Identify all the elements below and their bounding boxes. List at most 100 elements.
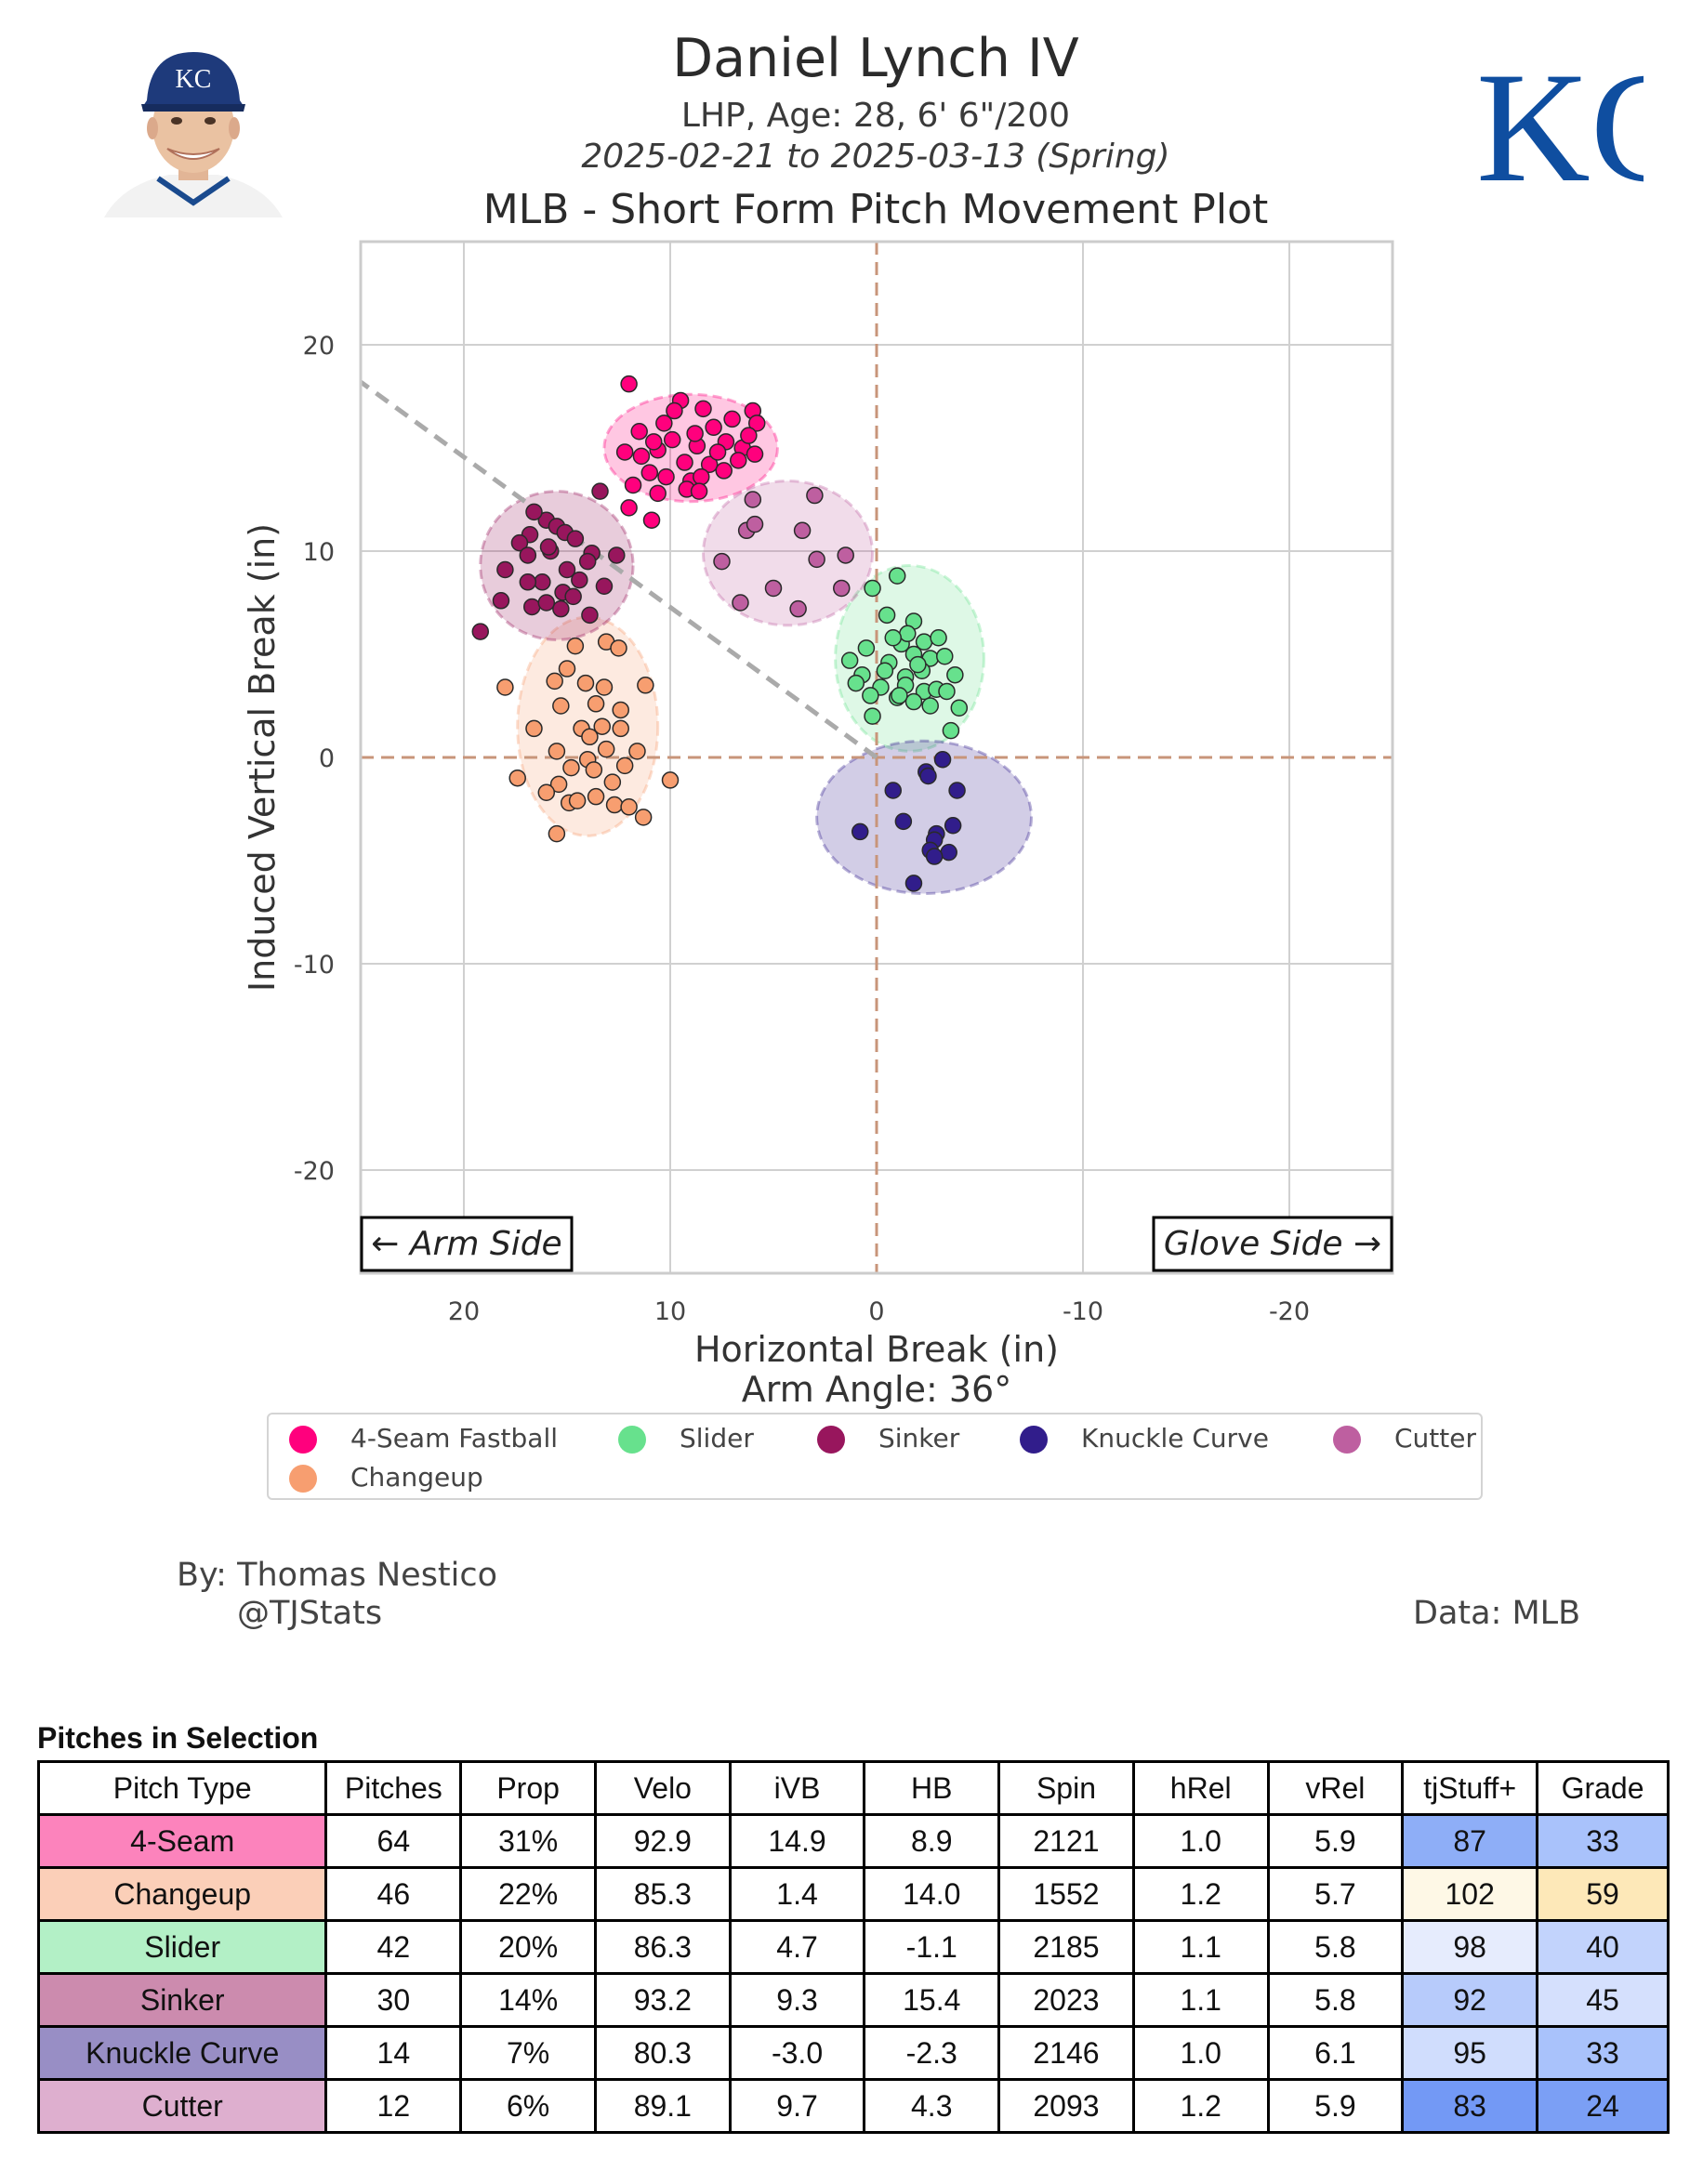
legend-label: Sinker xyxy=(878,1423,960,1454)
x-tick-label: -10 xyxy=(1063,1297,1103,1326)
table-cell: 1.0 xyxy=(1131,1813,1270,1869)
glove-side-box xyxy=(1152,1216,1393,1272)
table-body: 4-Seam 64 31% 92.9 14.9 8.9 2121 1.0 5.9 87 33 Chan… xyxy=(36,1813,1670,2134)
point-changeup xyxy=(568,792,587,809)
point-sinker xyxy=(608,546,626,564)
table-cell: 5.8 xyxy=(1266,1972,1405,2028)
player-headshot: KC xyxy=(104,52,283,217)
legend-item-cutter: Cutter xyxy=(1333,1422,1476,1455)
pitch-points xyxy=(471,375,969,892)
point-4-seam-fastball xyxy=(747,414,766,432)
point-sinker xyxy=(558,560,576,579)
legend-item-sinker: Sinker xyxy=(817,1422,959,1455)
table-cell: 1.2 xyxy=(1131,1866,1270,1922)
point-changeup xyxy=(537,783,556,801)
point-changeup xyxy=(605,796,624,814)
point-knuckle-curve xyxy=(925,848,944,865)
table-cell: 86.3 xyxy=(593,1919,732,1975)
point-changeup xyxy=(661,771,680,789)
point-slider xyxy=(904,692,923,711)
point-4-seam-fastball xyxy=(723,410,741,428)
point-slider xyxy=(891,687,908,704)
table-cell: 1.4 xyxy=(728,1866,866,1922)
table-cell: -1.1 xyxy=(863,1919,1001,1975)
point-changeup xyxy=(587,695,605,713)
column-header: iVB xyxy=(728,1760,866,1816)
point-4-seam-fastball xyxy=(620,499,638,517)
point-4-seam-fastball xyxy=(746,445,764,463)
table-cell: 87 xyxy=(1401,1813,1539,1869)
point-changeup xyxy=(496,678,514,696)
table-cell: 92.9 xyxy=(593,1813,732,1869)
point-cutter xyxy=(764,579,783,598)
point-cutter xyxy=(833,579,851,598)
table-cell: 5.8 xyxy=(1266,1919,1405,1975)
column-header: tjStuff+ xyxy=(1401,1760,1539,1816)
point-cutter xyxy=(732,594,749,612)
point-sinker xyxy=(523,598,541,616)
point-slider xyxy=(864,707,881,725)
point-cutter xyxy=(744,491,762,508)
point-slider xyxy=(909,655,927,674)
table-row: Knuckle Curve 14 7% 80.3 -3.0 -2.3 2146 1.0 6.1 9… xyxy=(36,2025,1670,2081)
point-changeup xyxy=(603,773,622,791)
point-4-seam-fastball xyxy=(705,418,722,437)
chart-legend: 4-Seam Fastball Slider Sinker Knuckle Cu… xyxy=(267,1413,1483,1500)
table-cell: -3.0 xyxy=(728,2025,866,2081)
table-cell: Sinker xyxy=(36,1972,328,2028)
table-cell: 95 xyxy=(1401,2025,1539,2081)
point-slider xyxy=(884,628,903,647)
point-4-seam-fastball xyxy=(630,422,648,441)
table-cell: 59 xyxy=(1536,1866,1670,1922)
y-tick-label: -10 xyxy=(294,951,335,980)
plot-title: MLB - Short Form Pitch Movement Plot xyxy=(482,186,1269,233)
point-changeup xyxy=(546,672,563,691)
point-cutter xyxy=(808,550,825,569)
point-knuckle-curve xyxy=(851,822,869,841)
table-cell: 31% xyxy=(459,1813,597,1869)
point-knuckle-curve xyxy=(894,812,913,831)
point-sinker xyxy=(566,530,585,547)
legend-marker xyxy=(289,1465,317,1493)
pitch-stats-table: Pitch Type Pitches Prop Velo iVB HB Spin hRel vR… xyxy=(36,1760,1670,2134)
x-tick-label: 10 xyxy=(654,1297,686,1326)
point-slider xyxy=(878,606,896,625)
point-changeup xyxy=(628,743,646,760)
point-changeup xyxy=(634,809,653,826)
point-4-seam-fastball xyxy=(694,400,712,418)
table-header-row: Pitch Type Pitches Prop Velo iVB HB Spin hRel vR… xyxy=(36,1760,1670,1816)
point-cutter xyxy=(806,486,824,505)
x-tick-label: -20 xyxy=(1269,1297,1310,1326)
y-tick-label: 0 xyxy=(319,744,335,773)
column-header: vRel xyxy=(1266,1760,1405,1816)
point-4-seam-fastball xyxy=(663,430,681,449)
ellipse-sinker xyxy=(479,490,635,641)
point-cutter xyxy=(793,521,812,540)
point-slider xyxy=(950,699,969,717)
point-4-seam-fastball xyxy=(649,484,667,503)
point-4-seam-fastball xyxy=(642,511,661,529)
legend-marker xyxy=(817,1426,845,1454)
point-slider xyxy=(840,651,859,669)
table-cell: 5.9 xyxy=(1266,2078,1405,2134)
point-slider xyxy=(888,567,906,585)
point-4-seam-fastball xyxy=(666,401,683,420)
point-4-seam-fastball xyxy=(690,482,708,500)
column-header: Pitches xyxy=(324,1760,463,1816)
point-4-seam-fastball xyxy=(693,467,710,486)
reference-lines xyxy=(359,242,1393,1273)
column-header: hRel xyxy=(1131,1760,1270,1816)
column-header: Prop xyxy=(459,1760,597,1816)
point-4-seam-fastball xyxy=(686,425,704,442)
point-sinker xyxy=(510,533,529,552)
table-cell: 102 xyxy=(1401,1866,1539,1922)
legend-marker xyxy=(1333,1426,1361,1454)
point-changeup xyxy=(610,639,627,657)
point-changeup xyxy=(576,674,595,692)
point-changeup xyxy=(566,637,585,655)
point-4-seam-fastball xyxy=(700,455,719,474)
point-knuckle-curve xyxy=(919,767,937,785)
data-source: Data: MLB xyxy=(1413,1595,1581,1632)
table-cell: 33 xyxy=(1536,2025,1670,2081)
table-cell: 20% xyxy=(459,1919,597,1975)
